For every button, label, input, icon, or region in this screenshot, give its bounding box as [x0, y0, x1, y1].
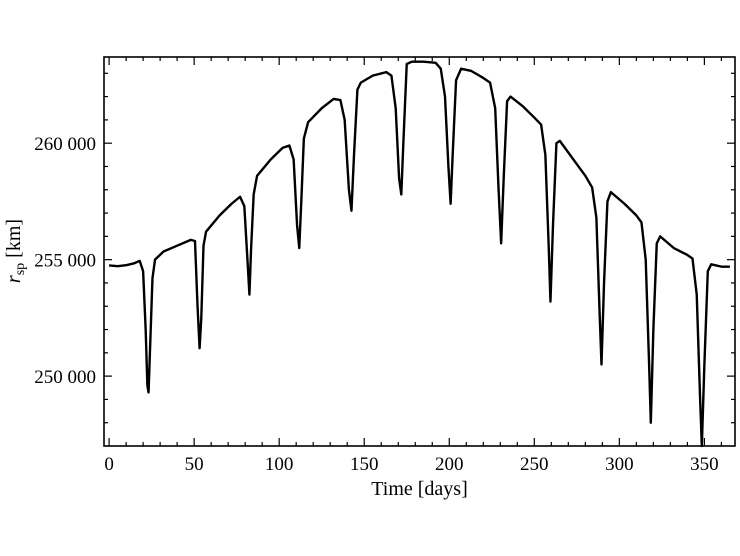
y-axis-title: rsp [km] [3, 219, 28, 283]
x-tick-label: 350 [690, 454, 719, 475]
x-tick-label: 150 [350, 454, 379, 475]
y-axis-title-unit: [km] [3, 219, 25, 263]
x-tick-label: 100 [265, 454, 294, 475]
x-tick-label: 200 [435, 454, 464, 475]
series-line [109, 60, 730, 448]
y-axis-title-sub: sp [13, 263, 28, 275]
plot-frame [103, 56, 736, 447]
x-axis-title: Time [days] [371, 478, 467, 500]
y-tick-label: 260 000 [34, 134, 96, 155]
x-tick-label: 0 [104, 454, 114, 475]
y-axis-title-main: r [3, 275, 25, 283]
y-tick-label: 255 000 [34, 251, 96, 272]
x-tick-label: 50 [185, 454, 204, 475]
x-tick-label: 300 [605, 454, 634, 475]
x-tick-label: 250 [520, 454, 549, 475]
y-tick-label: 250 000 [34, 367, 96, 388]
tick-labels: 0 50 100 150 200 250 300 350 250 000 255 000 260 0… [34, 134, 718, 475]
axis-ticks [104, 57, 735, 446]
